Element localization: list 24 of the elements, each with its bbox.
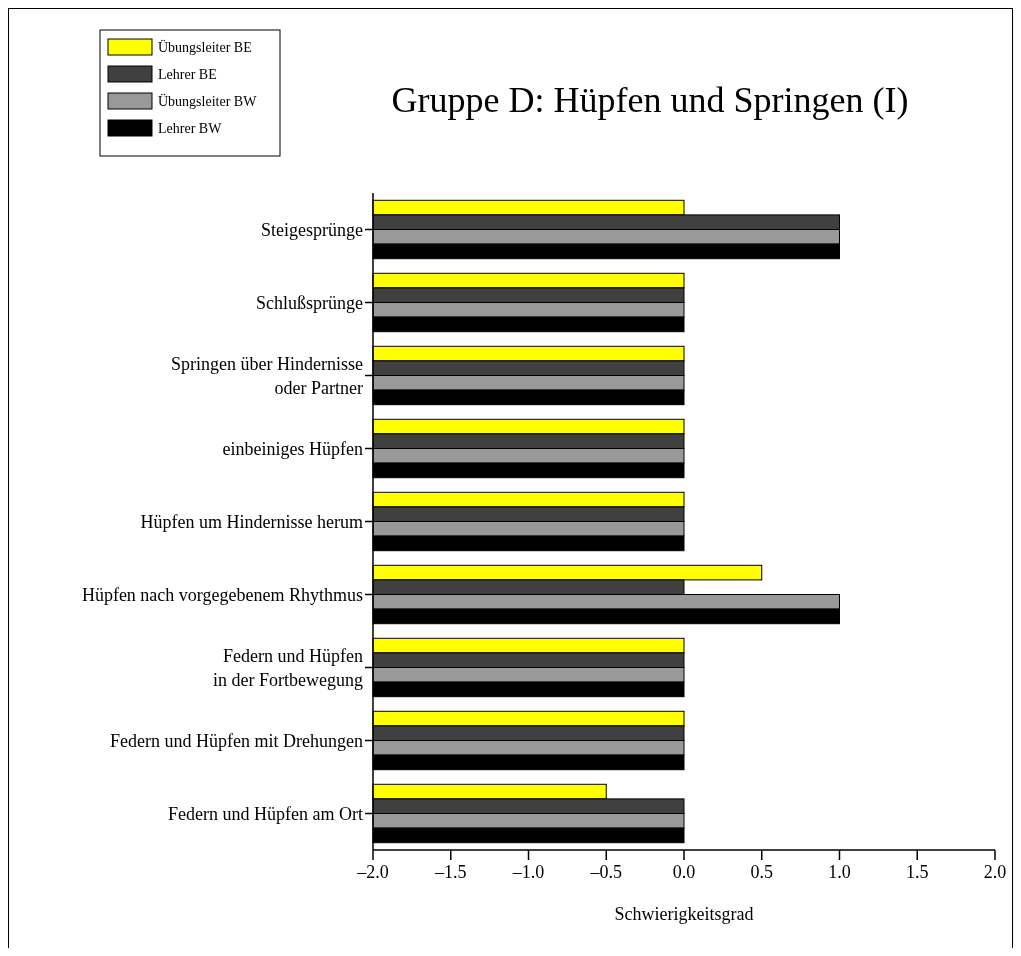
- legend-label: Übungsleiter BW: [158, 92, 258, 109]
- x-tick-label: 1.5: [906, 862, 929, 882]
- x-tick-label: –0.5: [589, 862, 622, 882]
- x-tick-label: –2.0: [356, 862, 389, 882]
- x-axis-title: Schwierigkeitsgrad: [614, 904, 754, 924]
- y-tick-label: Steigesprünge: [261, 219, 364, 240]
- legend-label: Lehrer BW: [158, 120, 223, 136]
- x-tick-label: 2.0: [983, 862, 1007, 882]
- legend-label: Lehrer BE: [158, 66, 217, 82]
- y-tick-label: Springen über Hindernisse oder Partner: [171, 353, 363, 398]
- legend-label: Übungsleiter BE: [158, 38, 252, 55]
- x-tick-label: –1.0: [511, 862, 545, 882]
- y-tick-label: Schlußsprünge: [256, 292, 363, 313]
- chart-title: Gruppe D: Hüpfen und Springen (I): [391, 80, 909, 120]
- y-tick-label: Federn und Hüpfen mit Drehungen: [110, 730, 363, 751]
- y-tick-label: einbeiniges Hüpfen: [222, 438, 363, 459]
- x-tick-label: 0.5: [750, 862, 773, 882]
- x-tick-label: 1.0: [828, 862, 851, 882]
- y-tick-label: Hüpfen um Hindernisse herum: [140, 511, 363, 532]
- y-tick-label: Federn und Hüpfen am Ort: [168, 803, 363, 824]
- y-tick-label: Federn und Hüpfen in der Fortbewegung: [213, 645, 363, 690]
- y-tick-label: Hüpfen nach vorgegebenem Rhythmus: [81, 584, 363, 605]
- x-tick-label: 0.0: [672, 862, 696, 882]
- x-tick-label: –1.5: [434, 862, 467, 882]
